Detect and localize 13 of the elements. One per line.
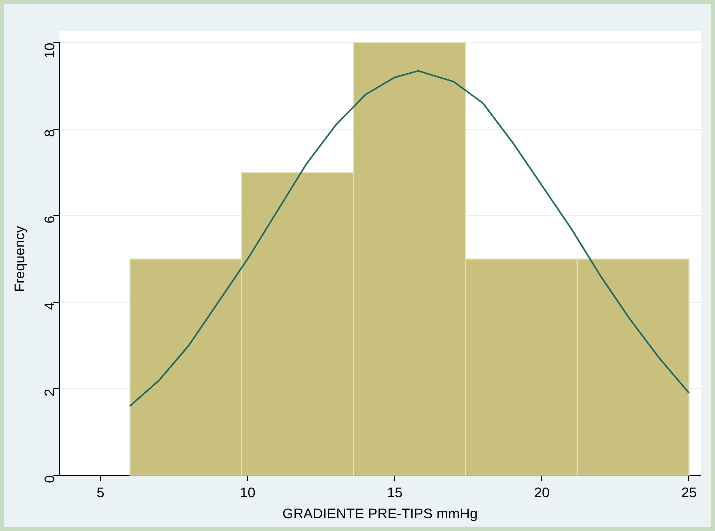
y-tick-label: 8 [41, 129, 58, 138]
y-tick-label: 6 [41, 216, 58, 224]
y-tick-label: 0 [41, 475, 58, 484]
x-tick-label: 20 [534, 484, 550, 501]
x-axis-title: GRADIENTE PRE-TIPS mmHg [282, 505, 478, 522]
x-tick-label: 15 [387, 484, 404, 501]
x-tick-label: 5 [96, 484, 105, 501]
y-axis-title: Frequency [11, 226, 28, 292]
y-tick-label: 10 [41, 42, 58, 59]
y-tick-label: 4 [41, 302, 58, 310]
x-tick-label: 25 [681, 484, 698, 501]
y-tick-label: 2 [41, 388, 58, 397]
x-tick-label: 10 [240, 484, 256, 501]
